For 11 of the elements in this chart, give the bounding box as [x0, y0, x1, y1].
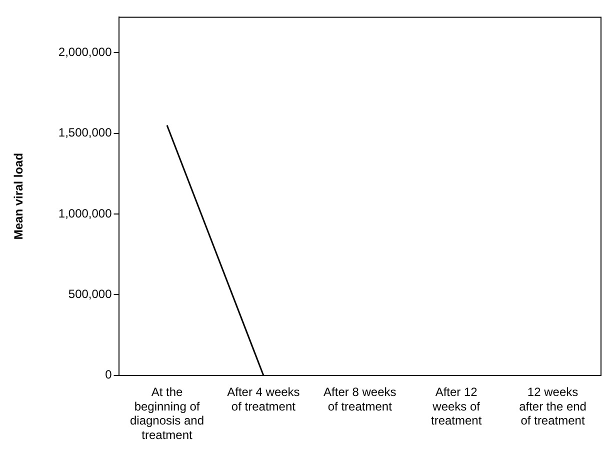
y-axis-title: Mean viral load: [12, 152, 26, 240]
y-tick-label: 500,000: [68, 287, 112, 302]
y-tick-label: 2,000,000: [58, 45, 112, 60]
x-tick-label: 12 weeks after the end of treatment: [519, 384, 586, 428]
x-tick-label: After 12 weeks of treatment: [430, 384, 482, 428]
y-tick-label: 1,500,000: [58, 126, 112, 140]
x-tick-label: After 4 weeks of treatment: [227, 384, 300, 414]
x-tick-label: After 8 weeks of treatment: [324, 384, 396, 414]
y-tick-label: 1,000,000: [58, 206, 112, 220]
x-tick-label: At the beginning of diagnosis and treatment: [130, 384, 204, 442]
y-tick-label: 0: [105, 368, 112, 382]
